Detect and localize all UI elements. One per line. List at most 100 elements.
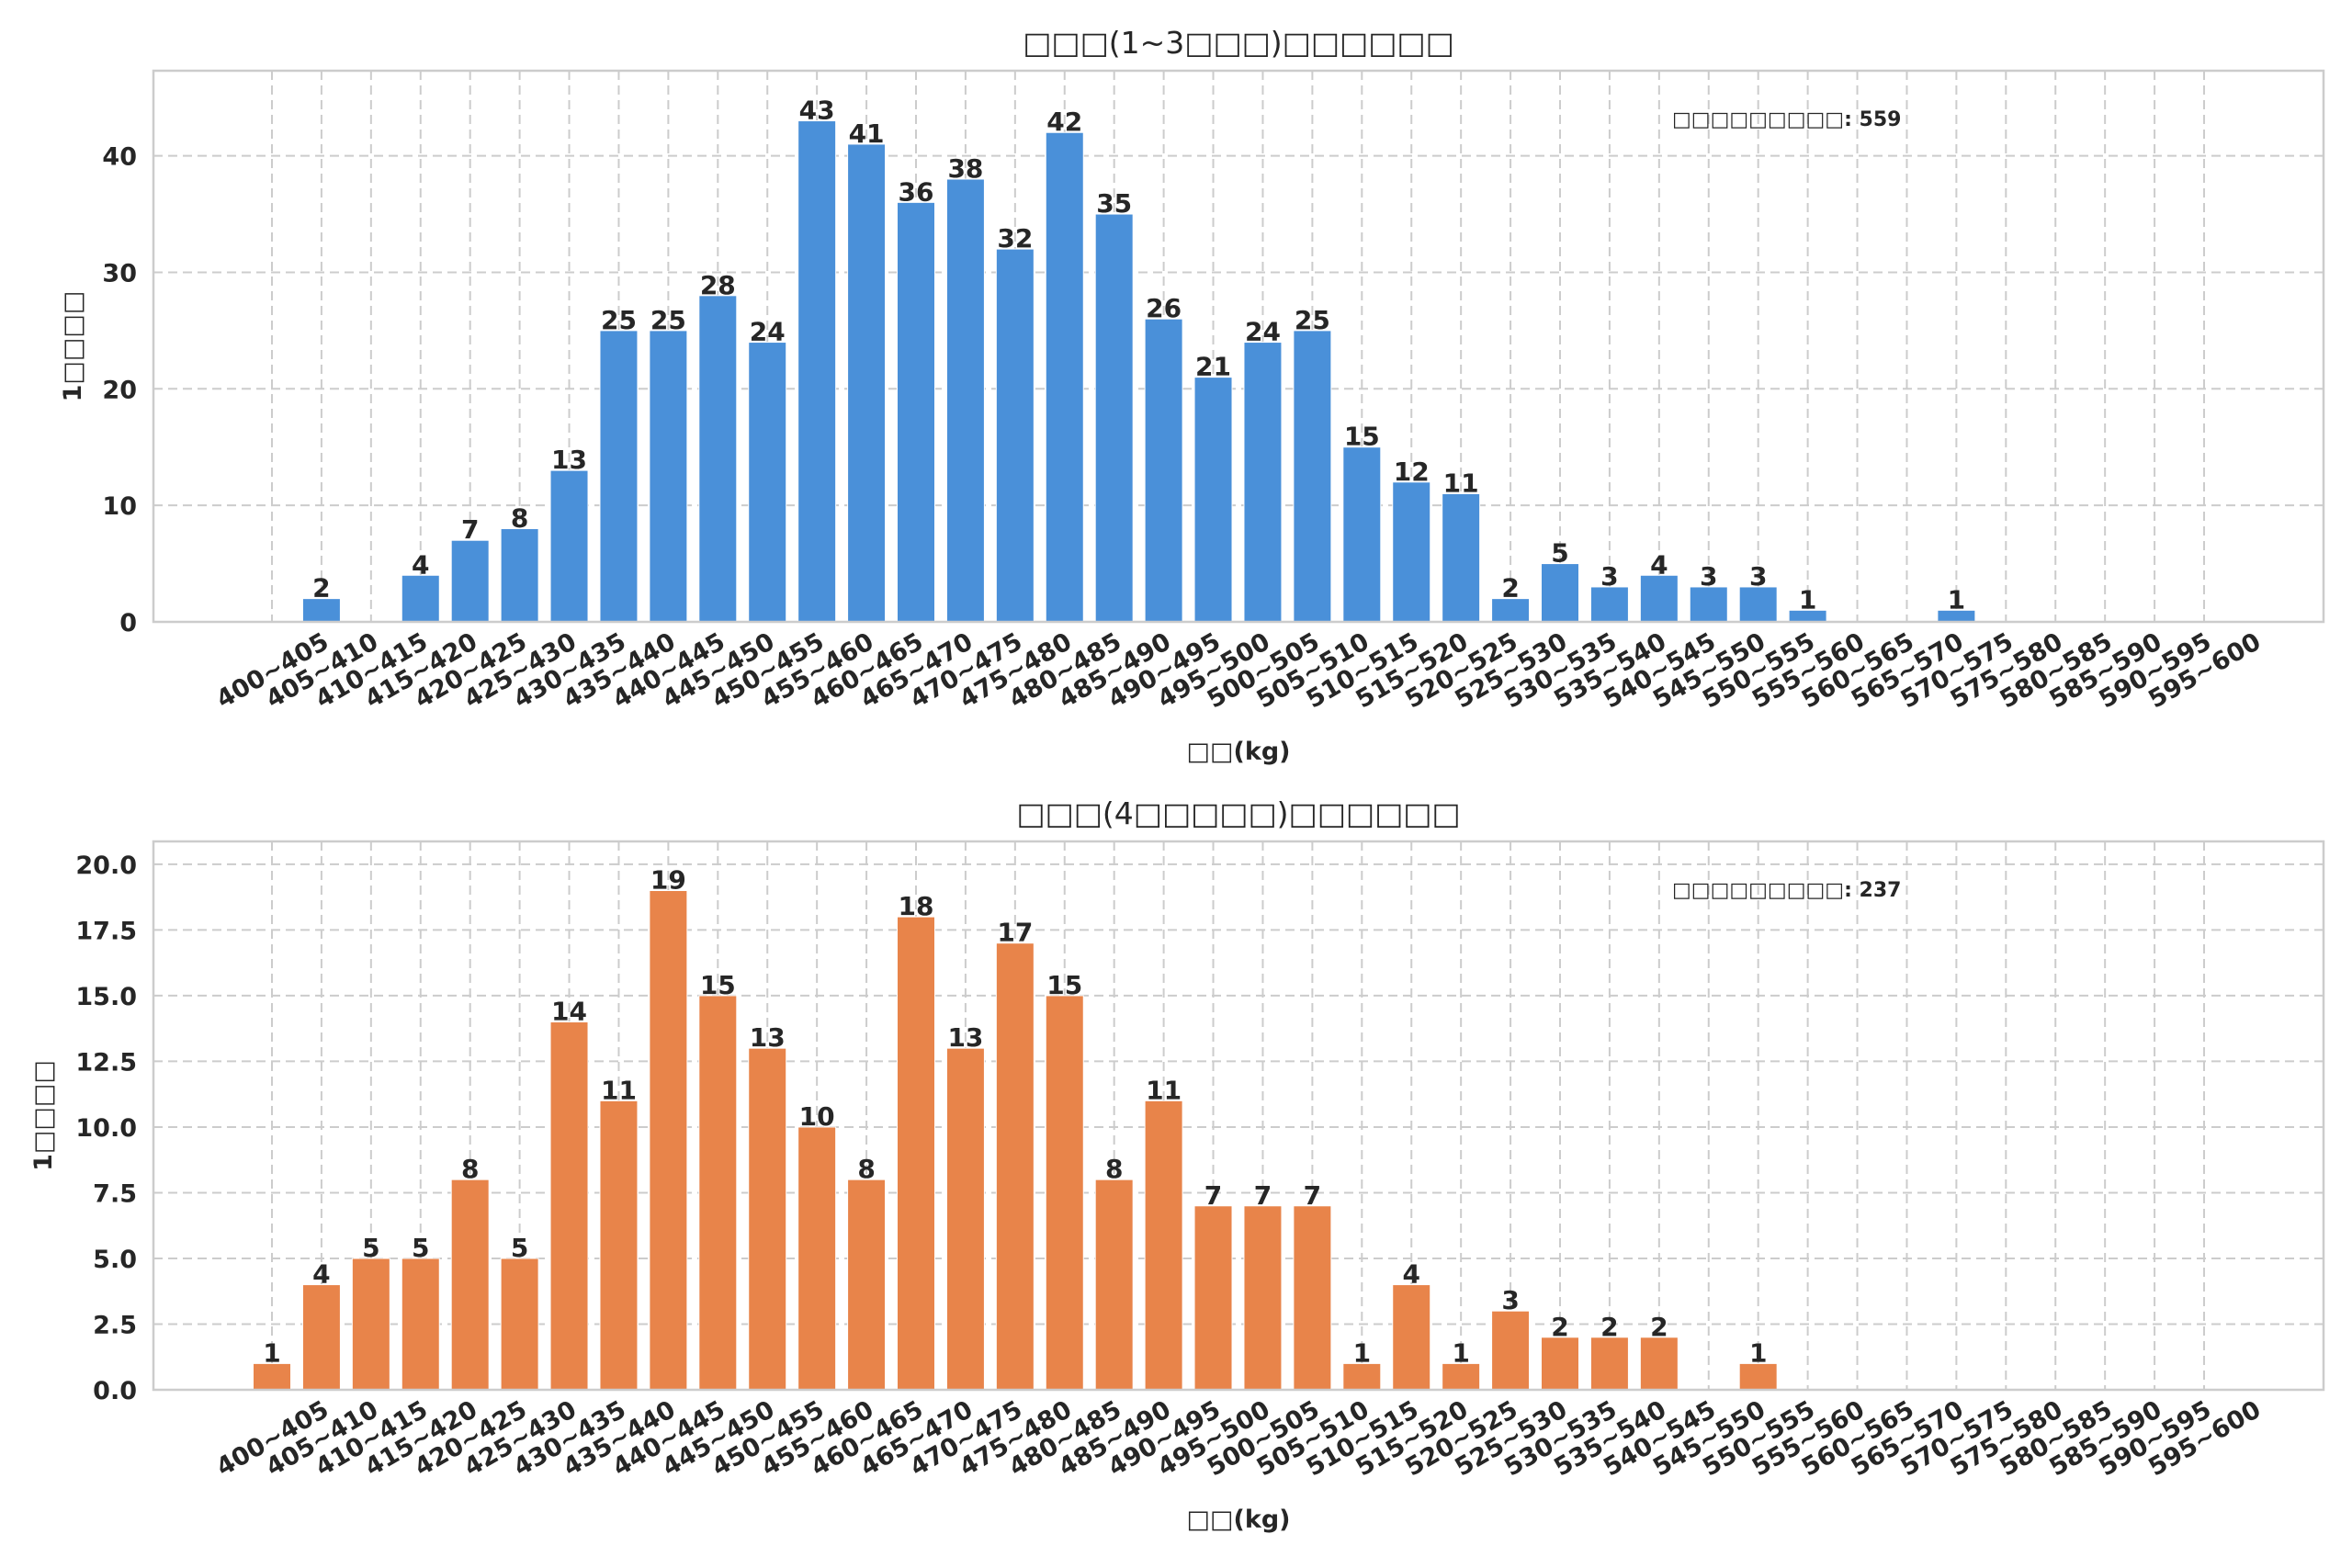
y-tick-label: 5.0 bbox=[93, 1246, 137, 1274]
total-count-annotation: □□□□□□□□□: 237 bbox=[1672, 879, 1901, 902]
bar-535~540 bbox=[1589, 586, 1629, 623]
bar-500~505 bbox=[1243, 1205, 1283, 1391]
bar-value-label: 25 bbox=[601, 305, 637, 335]
chart-title: □□□(4□□□□□)□□□□□□ bbox=[1016, 795, 1460, 831]
bar-415~420 bbox=[401, 1258, 440, 1391]
bar-480~485 bbox=[1045, 995, 1084, 1391]
bar-440~445 bbox=[649, 330, 688, 623]
bar-value-label: 2 bbox=[1501, 573, 1519, 604]
bar-value-label: 25 bbox=[650, 305, 686, 335]
bar-485~490 bbox=[1094, 1179, 1134, 1391]
y-axis-label: 1□□□□ bbox=[29, 1060, 58, 1171]
bar-value-label: 10 bbox=[799, 1101, 835, 1132]
bar-value-label: 1 bbox=[1799, 584, 1816, 615]
bar-520~525 bbox=[1442, 1362, 1481, 1391]
bar-value-label: 13 bbox=[750, 1022, 786, 1053]
x-axis-label: □□(kg) bbox=[1187, 1506, 1291, 1534]
bar-value-label: 4 bbox=[312, 1259, 330, 1290]
bar-510~515 bbox=[1342, 446, 1382, 623]
y-tick-label: 15.0 bbox=[75, 983, 137, 1011]
bar-450~455 bbox=[748, 342, 787, 623]
bar-490~495 bbox=[1144, 318, 1183, 623]
bar-550~555 bbox=[1738, 586, 1778, 623]
bar-530~535 bbox=[1541, 1337, 1579, 1391]
y-tick-label: 12.5 bbox=[75, 1048, 137, 1077]
bar-value-label: 8 bbox=[511, 503, 528, 534]
bar-400~405 bbox=[253, 1362, 291, 1391]
bar-540~545 bbox=[1639, 1337, 1679, 1391]
bar-value-label: 36 bbox=[899, 176, 934, 207]
bar-540~545 bbox=[1639, 574, 1679, 623]
bar-value-label: 15 bbox=[1344, 422, 1380, 452]
bar-value-label: 4 bbox=[1650, 549, 1668, 580]
bar-value-label: 15 bbox=[1046, 970, 1082, 1000]
y-tick-label: 10 bbox=[102, 492, 137, 521]
bar-value-label: 8 bbox=[461, 1154, 479, 1184]
bar-value-label: 7 bbox=[1254, 1180, 1272, 1211]
bar-480~485 bbox=[1045, 131, 1084, 623]
y-tick-label: 10.0 bbox=[75, 1114, 137, 1143]
bar-value-label: 24 bbox=[750, 317, 786, 347]
y-tick-label: 40 bbox=[102, 143, 137, 172]
bar-475~480 bbox=[995, 942, 1035, 1391]
y-tick-label: 30 bbox=[102, 259, 137, 288]
bar-layer bbox=[301, 120, 1976, 623]
bar-value-label: 11 bbox=[1146, 1075, 1182, 1105]
bar-425~430 bbox=[500, 528, 539, 623]
bar-550~555 bbox=[1738, 1362, 1778, 1391]
bar-450~455 bbox=[748, 1047, 787, 1391]
bar-455~460 bbox=[797, 120, 837, 623]
bar-515~520 bbox=[1392, 481, 1431, 623]
x-axis-label: □□(kg) bbox=[1187, 738, 1291, 766]
bar-465~470 bbox=[897, 201, 935, 623]
bar-value-label: 3 bbox=[1700, 561, 1717, 592]
bar-505~510 bbox=[1293, 1205, 1332, 1391]
bar-420~425 bbox=[450, 539, 490, 623]
bar-value-label: 14 bbox=[551, 997, 587, 1027]
bar-value-label: 5 bbox=[1551, 538, 1568, 569]
bar-value-label: 1 bbox=[1749, 1337, 1767, 1368]
bar-460~465 bbox=[847, 143, 887, 623]
bar-value-label: 1 bbox=[1452, 1337, 1469, 1368]
bar-value-label: 15 bbox=[700, 970, 736, 1000]
y-tick-label: 17.5 bbox=[75, 917, 137, 945]
bar-445~450 bbox=[698, 295, 738, 623]
y-tick-label: 20.0 bbox=[75, 852, 137, 880]
bar-value-label: 11 bbox=[1443, 468, 1479, 498]
bar-445~450 bbox=[698, 995, 738, 1391]
bar-465~470 bbox=[897, 916, 935, 1391]
bar-value-label: 41 bbox=[849, 118, 885, 149]
y-tick-label: 0.0 bbox=[93, 1377, 137, 1405]
bar-485~490 bbox=[1094, 213, 1134, 623]
bar-495~500 bbox=[1193, 1205, 1233, 1391]
bar-value-label: 12 bbox=[1394, 457, 1430, 487]
bar-430~435 bbox=[549, 1021, 589, 1391]
y-tick-label: 2.5 bbox=[93, 1311, 137, 1339]
bar-value-label: 7 bbox=[1204, 1180, 1222, 1211]
bar-545~550 bbox=[1689, 586, 1728, 623]
y-tick-label: 0 bbox=[119, 609, 137, 637]
bar-value-label: 4 bbox=[1402, 1259, 1419, 1290]
bar-value-label: 32 bbox=[997, 223, 1033, 254]
bar-525~530 bbox=[1491, 1310, 1531, 1391]
bar-value-label: 24 bbox=[1245, 317, 1281, 347]
y-axis-label: 1□□□□ bbox=[59, 291, 87, 402]
bar-value-label: 18 bbox=[899, 891, 934, 921]
bar-505~510 bbox=[1293, 330, 1332, 623]
bar-415~420 bbox=[401, 574, 440, 623]
bar-value-label: 11 bbox=[601, 1075, 637, 1105]
bar-520~525 bbox=[1442, 492, 1481, 623]
bar-value-label: 8 bbox=[1105, 1154, 1123, 1184]
bar-value-label: 3 bbox=[1749, 561, 1767, 592]
bar-535~540 bbox=[1589, 1337, 1629, 1391]
bar-475~480 bbox=[995, 248, 1035, 623]
bar-value-label: 2 bbox=[1551, 1312, 1568, 1342]
bar-value-label: 2 bbox=[1600, 1312, 1618, 1342]
bar-435~440 bbox=[599, 330, 639, 623]
bar-value-label: 19 bbox=[650, 864, 686, 895]
bar-value-label: 28 bbox=[700, 270, 736, 300]
bar-490~495 bbox=[1144, 1100, 1183, 1391]
bar-value-label: 5 bbox=[511, 1233, 528, 1263]
